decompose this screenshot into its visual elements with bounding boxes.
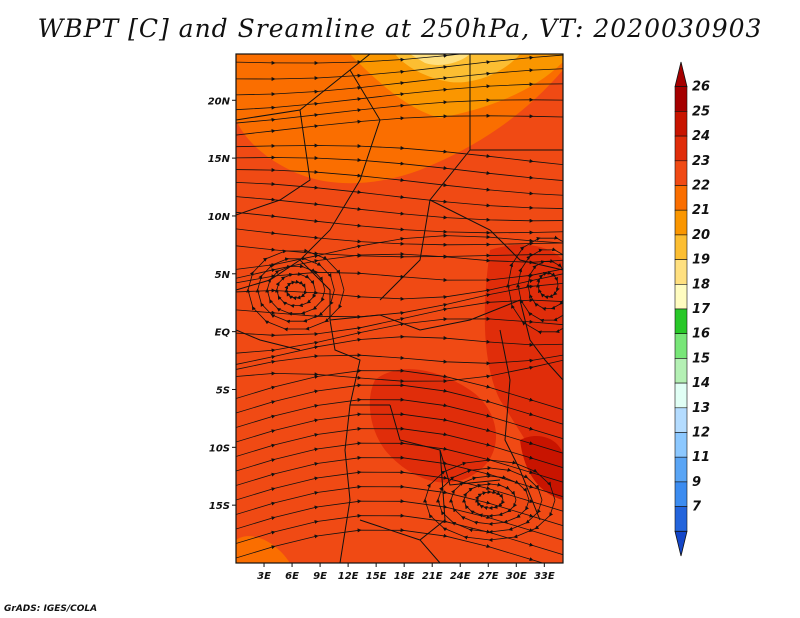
map-title: WBPT [C] and Sreamline at 250hPa, VT: 20… (37, 14, 763, 43)
colorbar-label: 17 (692, 302, 711, 317)
longitude-axis: 3E 6E 9E 12E 15E 18E 21E 24E 27E 30E 33E (257, 563, 555, 582)
lon-tick-label: 33E (534, 571, 555, 582)
lat-tick-label: 15S (209, 501, 230, 512)
colorbar-swatch (674, 283, 688, 310)
lat-tick-label: EQ (215, 328, 231, 339)
colorbar-label: 22 (692, 179, 710, 194)
colorbar-swatch (674, 506, 688, 532)
colorbar-bottom-arrow (674, 530, 688, 557)
lon-tick-label: 12E (338, 571, 359, 582)
colorbar-label: 13 (692, 401, 710, 416)
colorbar-label: 25 (692, 104, 710, 119)
colorbar-label: 16 (692, 327, 710, 342)
colorbar: 26 25 24 23 22 21 20 19 18 17 16 15 14 13 12 11 9 7 (674, 61, 711, 557)
grads-credit: GrADS: IGES/COLA (4, 604, 98, 614)
lon-tick-label: 15E (366, 571, 387, 582)
lon-tick-label: 6E (285, 571, 299, 582)
colorbar-label: 9 (692, 475, 701, 490)
colorbar-label: 14 (692, 376, 710, 391)
colorbar-label: 24 (692, 129, 710, 144)
colorbar-swatch (674, 432, 688, 458)
colorbar-swatch (674, 135, 688, 162)
colorbar-swatch (674, 111, 688, 137)
lat-tick-label: 10S (209, 443, 230, 454)
streamline (423, 458, 556, 542)
colorbar-label: 15 (692, 351, 710, 366)
lat-tick-label: 10N (208, 212, 231, 223)
colorbar-label: 20 (692, 228, 710, 243)
lat-tick-label: 15N (208, 154, 231, 165)
streamline (246, 248, 345, 332)
lon-tick-label: 9E (313, 571, 327, 582)
lat-tick-label: 5N (215, 270, 231, 281)
colorbar-swatch (674, 234, 688, 260)
colorbar-label: 12 (692, 426, 710, 441)
lon-tick-label: 24E (450, 571, 471, 582)
colorbar-swatch (674, 456, 688, 483)
colorbar-swatch (674, 358, 688, 384)
streamline (506, 235, 563, 335)
colorbar-label: 23 (692, 154, 710, 169)
colorbar-swatch (674, 209, 688, 236)
colorbar-swatch (674, 185, 688, 211)
lon-tick-label: 27E (478, 571, 499, 582)
colorbar-swatch (674, 308, 688, 335)
lon-tick-label: 30E (506, 571, 527, 582)
streamline (236, 113, 563, 136)
colorbar-label: 19 (692, 253, 710, 268)
lon-tick-label: 21E (422, 571, 443, 582)
colorbar-swatch (674, 333, 688, 359)
colorbar-swatch (674, 259, 688, 285)
colorbar-swatch (674, 160, 688, 186)
lat-tick-label: 5S (216, 385, 230, 396)
streamline (236, 528, 544, 563)
colorbar-label: 7 (692, 500, 702, 515)
colorbar-label: 21 (692, 203, 710, 218)
lat-tick-label: 20N (208, 96, 231, 107)
streamline (236, 353, 563, 370)
colorbar-label: 18 (692, 277, 710, 292)
latitude-axis: 20N 15N 10N 5N EQ 5S 10S 15S (208, 96, 236, 512)
lon-tick-label: 18E (394, 571, 415, 582)
colorbar-swatch (674, 481, 688, 507)
colorbar-swatch (674, 86, 688, 112)
colorbar-swatch (674, 407, 688, 433)
colorbar-label: 11 (692, 450, 710, 465)
lon-tick-label: 3E (257, 571, 271, 582)
colorbar-label: 26 (692, 80, 710, 95)
plot-frame (235, 53, 564, 564)
colorbar-swatch (674, 382, 688, 409)
colorbar-top-arrow (674, 61, 688, 88)
country-borders (236, 54, 563, 563)
